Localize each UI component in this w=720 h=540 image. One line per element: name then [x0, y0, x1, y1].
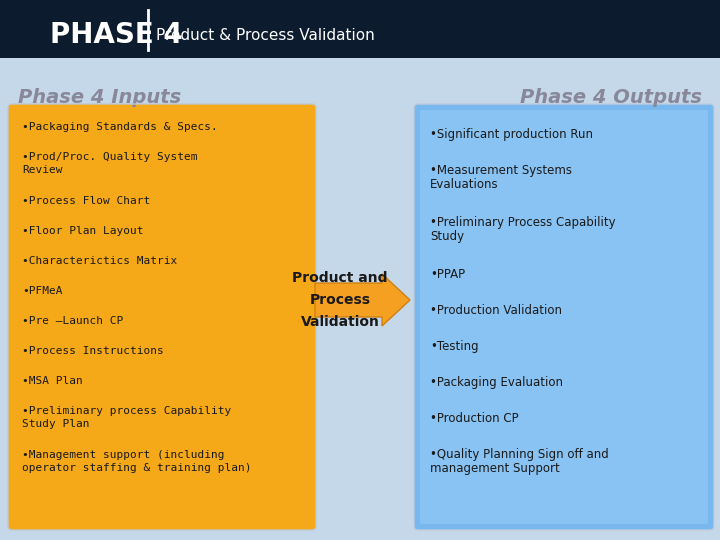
- Bar: [0, 0, 720, 58]
- Text: •Process Flow Chart: •Process Flow Chart: [22, 196, 150, 206]
- Text: PHASE 4: PHASE 4: [50, 21, 183, 49]
- FancyBboxPatch shape: [420, 110, 708, 524]
- Text: Product & Process Validation: Product & Process Validation: [156, 28, 374, 43]
- Text: •PFMeA: •PFMeA: [22, 286, 63, 296]
- Text: Study Plan: Study Plan: [22, 419, 89, 429]
- Text: Phase 4 Inputs: Phase 4 Inputs: [18, 88, 181, 107]
- Text: •Prod/Proc. Quality System: •Prod/Proc. Quality System: [22, 152, 197, 162]
- Text: Review: Review: [22, 165, 63, 175]
- Text: •Production CP: •Production CP: [430, 412, 518, 425]
- Text: •Preliminary Process Capability: •Preliminary Process Capability: [430, 216, 616, 229]
- Text: •Packaging Standards & Specs.: •Packaging Standards & Specs.: [22, 122, 217, 132]
- Text: •Packaging Evaluation: •Packaging Evaluation: [430, 376, 563, 389]
- Text: Study: Study: [430, 230, 464, 243]
- Text: •Preliminary process Capability: •Preliminary process Capability: [22, 406, 231, 416]
- Text: •Management support (including: •Management support (including: [22, 450, 225, 460]
- Text: •Process Instructions: •Process Instructions: [22, 346, 163, 356]
- Text: •Quality Planning Sign off and: •Quality Planning Sign off and: [430, 448, 608, 461]
- Text: Process: Process: [310, 293, 371, 307]
- Bar: [0, 58, 720, 540]
- Text: Evaluations: Evaluations: [430, 178, 499, 191]
- Text: •Testing: •Testing: [430, 340, 479, 353]
- Text: Product and: Product and: [292, 271, 388, 285]
- Text: management Support: management Support: [430, 462, 559, 475]
- Text: •MSA Plan: •MSA Plan: [22, 376, 83, 386]
- Text: •Characterictics Matrix: •Characterictics Matrix: [22, 256, 177, 266]
- Text: •Significant production Run: •Significant production Run: [430, 128, 593, 141]
- Text: •Measurement Systems: •Measurement Systems: [430, 164, 572, 177]
- Text: Validation: Validation: [300, 315, 379, 329]
- FancyBboxPatch shape: [414, 104, 714, 530]
- Text: •Pre –Launch CP: •Pre –Launch CP: [22, 316, 123, 326]
- Text: Phase 4 Outputs: Phase 4 Outputs: [520, 88, 702, 107]
- FancyArrow shape: [315, 274, 410, 326]
- Text: •PPAP: •PPAP: [430, 268, 465, 281]
- Text: •Production Validation: •Production Validation: [430, 304, 562, 317]
- Text: •Floor Plan Layout: •Floor Plan Layout: [22, 226, 143, 236]
- Text: operator staffing & training plan): operator staffing & training plan): [22, 463, 251, 473]
- FancyBboxPatch shape: [8, 104, 316, 530]
